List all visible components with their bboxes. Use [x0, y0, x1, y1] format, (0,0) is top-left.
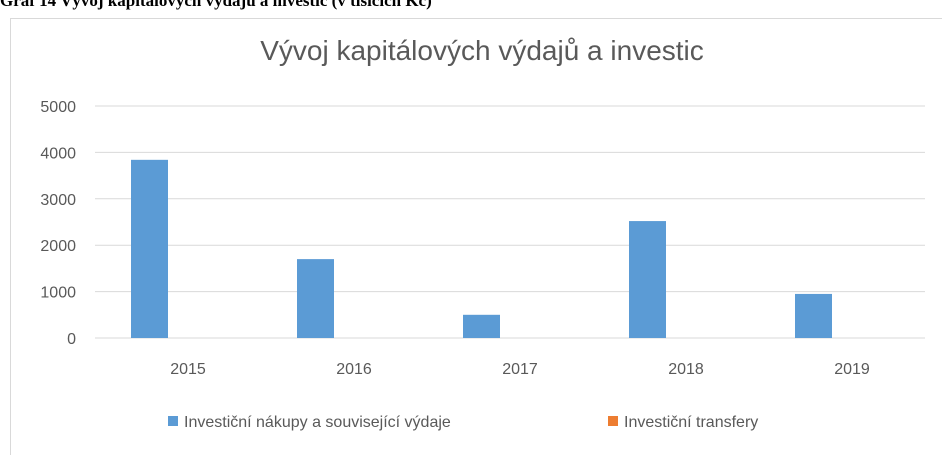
x-tick-label: 2015	[170, 361, 206, 378]
legend-label: Investiční transfery	[624, 414, 758, 431]
y-tick-label: 5000	[40, 99, 76, 116]
bar	[629, 221, 666, 338]
x-tick-label: 2017	[502, 361, 538, 378]
y-tick-label: 0	[67, 331, 76, 348]
bar	[297, 259, 334, 338]
bar	[795, 293, 832, 338]
y-tick-label: 1000	[40, 285, 76, 302]
x-tick-label: 2016	[336, 361, 372, 378]
chart-title: Vývoj kapitálových výdajů a investic	[260, 35, 704, 66]
y-tick-label: 2000	[40, 238, 76, 255]
legend-swatch	[608, 416, 618, 426]
bar	[463, 314, 500, 338]
x-tick-label: 2018	[668, 361, 704, 378]
legend-swatch	[168, 416, 178, 426]
y-tick-label: 4000	[40, 145, 76, 162]
legend-label: Investiční nákupy a související výdaje	[184, 414, 451, 431]
caption: Graf 14 Vývoj kapitálových výdajů a inve…	[0, 0, 432, 10]
bar	[131, 159, 168, 338]
x-tick-label: 2019	[834, 361, 870, 378]
y-tick-label: 3000	[40, 192, 76, 209]
